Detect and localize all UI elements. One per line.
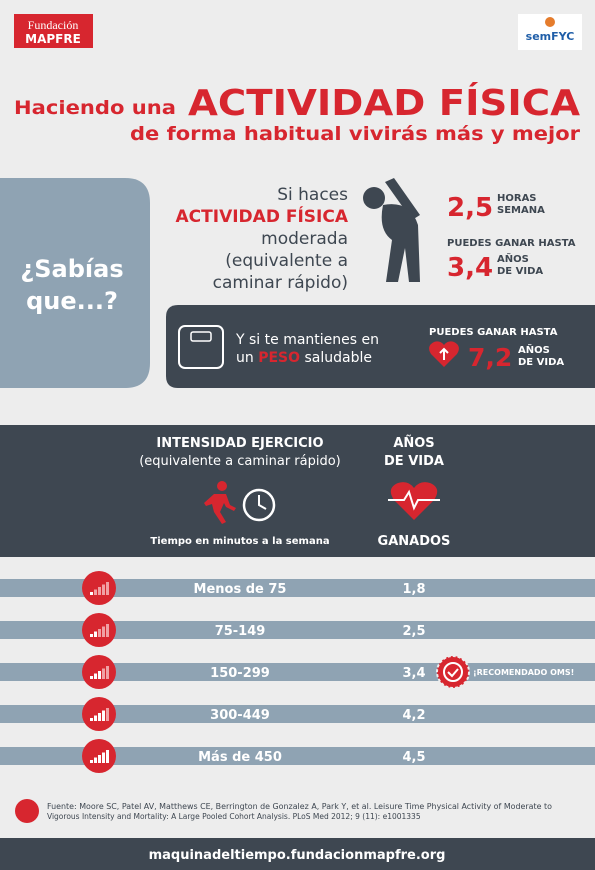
activity-text: (equivalente a bbox=[225, 251, 348, 271]
recommended-label: ¡RECOMENDADO OMS! bbox=[473, 668, 574, 677]
did-you-know: ¿Sabías bbox=[20, 255, 123, 283]
row-range: Más de 450 bbox=[198, 750, 282, 765]
pulse-icon bbox=[388, 489, 440, 511]
arrow-icon bbox=[439, 347, 449, 360]
gain-label: PUEDES GANAR HASTA bbox=[447, 238, 576, 249]
badge-icon bbox=[436, 655, 470, 689]
activity-text: moderada bbox=[261, 229, 348, 249]
scale-icon bbox=[178, 325, 224, 369]
row-range: 75-149 bbox=[215, 624, 266, 639]
header-text: AÑOS bbox=[393, 435, 434, 451]
stat-unit: HORAS bbox=[497, 193, 537, 204]
row-range: 300-449 bbox=[210, 708, 270, 723]
gain-label: PUEDES GANAR HASTA bbox=[429, 327, 558, 338]
logo-text: MAPFRE bbox=[25, 32, 81, 46]
source-text: Vigorous Intensity and Mortality: A Larg… bbox=[47, 812, 421, 821]
intensity-bar bbox=[106, 624, 109, 637]
intensity-bar bbox=[90, 634, 93, 637]
clock-icon bbox=[258, 495, 267, 510]
logo-icon bbox=[545, 17, 555, 27]
intensity-bar bbox=[106, 582, 109, 595]
intensity-bar bbox=[90, 592, 93, 595]
table-header bbox=[0, 425, 595, 557]
intensity-bar bbox=[98, 713, 101, 721]
stat-unit: AÑOS bbox=[497, 252, 529, 265]
logo-text: Fundación bbox=[28, 18, 79, 32]
intensity-bar bbox=[94, 757, 97, 763]
table-rows: Menos de 75 1,8 75-149 2,5 150-299 3,4 300-449… bbox=[0, 571, 595, 773]
intensity-bar bbox=[90, 718, 93, 721]
intensity-bar bbox=[102, 710, 105, 721]
footer-url[interactable]: maquinadeltiempo.fundacionmapfre.org bbox=[149, 848, 446, 863]
activity-text: caminar rápido) bbox=[213, 273, 348, 293]
row-years: 2,5 bbox=[402, 624, 425, 639]
intensity-bar bbox=[94, 673, 97, 679]
row-years: 3,4 bbox=[402, 666, 425, 681]
intensity-bar bbox=[94, 715, 97, 721]
row-bar bbox=[0, 747, 595, 765]
activity-text: Si haces bbox=[277, 185, 348, 205]
intensity-bar bbox=[98, 755, 101, 763]
intensity-bar bbox=[94, 631, 97, 637]
source-text: Fuente: Moore SC, Patel AV, Matthews CE,… bbox=[47, 802, 552, 811]
did-you-know-panel bbox=[0, 178, 150, 388]
row-bar bbox=[0, 705, 595, 723]
did-you-know: que...? bbox=[26, 287, 118, 315]
runner-icon bbox=[204, 481, 236, 524]
row-years: 1,8 bbox=[402, 582, 425, 597]
row-range: 150-299 bbox=[210, 666, 270, 681]
footer bbox=[0, 838, 595, 870]
row-range: Menos de 75 bbox=[194, 582, 287, 597]
logo-text: semFYC bbox=[526, 30, 575, 43]
header-text: GANADOS bbox=[378, 534, 451, 549]
scale-icon bbox=[190, 331, 212, 342]
source-icon bbox=[15, 799, 39, 823]
logo-left bbox=[14, 14, 93, 48]
header-text: INTENSIDAD EJERCICIO bbox=[156, 436, 323, 451]
stat-unit: AÑOS bbox=[518, 343, 550, 356]
weight-text: Y si te mantienes en bbox=[235, 332, 379, 348]
intensity-bar bbox=[98, 671, 101, 679]
stat-value: 7,2 bbox=[468, 343, 512, 372]
row-bar bbox=[0, 579, 595, 597]
intensity-bar bbox=[102, 584, 105, 595]
activity-highlight: ACTIVIDAD FÍSICA bbox=[176, 205, 349, 227]
intensity-bar bbox=[90, 760, 93, 763]
weight-highlight: PESO bbox=[258, 350, 300, 366]
intensity-bar bbox=[94, 589, 97, 595]
clock-icon bbox=[242, 488, 276, 522]
intensity-bar bbox=[90, 676, 93, 679]
title-lead: Haciendo una bbox=[14, 97, 176, 119]
title-highlight: ACTIVIDAD FÍSICA bbox=[188, 82, 580, 124]
stat-unit: DE VIDA bbox=[518, 357, 564, 368]
heart-icon bbox=[390, 482, 438, 520]
person-icon bbox=[363, 178, 420, 282]
row-bar bbox=[0, 621, 595, 639]
intensity-bar bbox=[102, 626, 105, 637]
intensity-bar bbox=[106, 750, 109, 763]
intensity-bar bbox=[106, 708, 109, 721]
badge-icon bbox=[443, 662, 463, 682]
intensity-bar bbox=[98, 587, 101, 595]
row-years: 4,2 bbox=[402, 708, 425, 723]
intensity-bar bbox=[102, 752, 105, 763]
stat-value: 2,5 bbox=[447, 193, 493, 223]
weight-text: saludable bbox=[304, 350, 372, 366]
weight-text: un PESO saludable bbox=[236, 350, 372, 366]
header-text: DE VIDA bbox=[384, 454, 444, 469]
stat-unit: DE VIDA bbox=[497, 266, 543, 277]
stat-value: 3,4 bbox=[447, 253, 493, 283]
title-line: de forma habitual vivirás más y mejor bbox=[130, 123, 581, 145]
stat-unit: SEMANA bbox=[497, 205, 545, 216]
header-text: (equivalente a caminar rápido) bbox=[139, 454, 341, 469]
intensity-bar bbox=[106, 666, 109, 679]
header-text: Tiempo en minutos a la semana bbox=[150, 536, 329, 547]
row-years: 4,5 bbox=[402, 750, 425, 765]
weight-text: un bbox=[236, 350, 254, 366]
badge-icon bbox=[447, 668, 459, 678]
intensity-bar bbox=[102, 668, 105, 679]
weight-panel bbox=[166, 305, 595, 388]
intensity-bar bbox=[98, 629, 101, 637]
